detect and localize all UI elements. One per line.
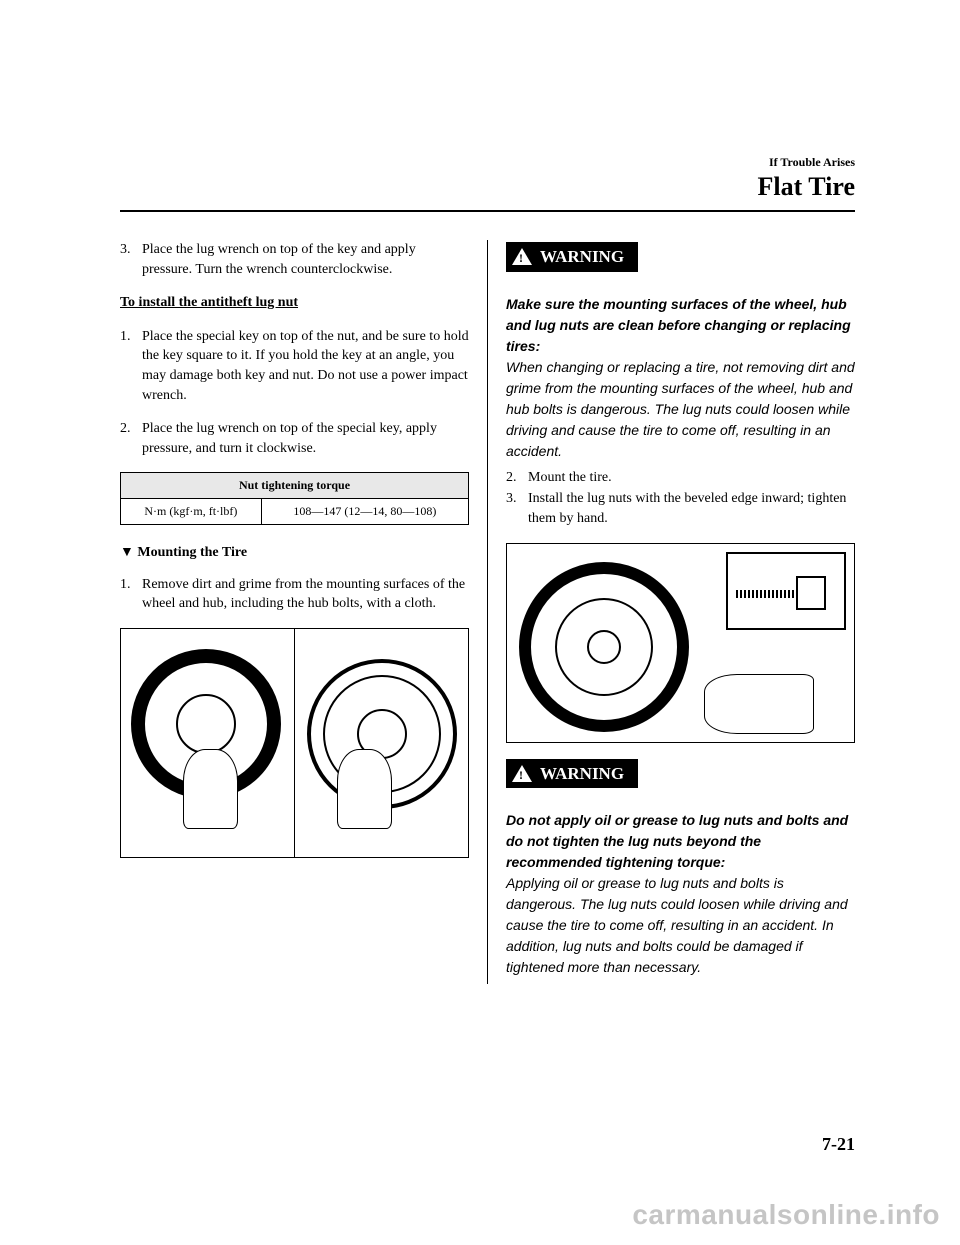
warning-bold-text: Make sure the mounting surfaces of the w… [506,294,855,357]
list-text: Mount the tire. [528,468,855,488]
list-text: Place the lug wrench on top of the speci… [142,419,469,458]
torque-table: Nut tightening torque N·m (kgf·m, ft·lbf… [120,472,469,525]
list-text: Place the special key on top of the nut,… [142,327,469,405]
page-number: 7-21 [822,1134,855,1155]
list-text: Place the lug wrench on top of the key a… [142,240,469,279]
warning-badge: WARNING [506,759,638,789]
torque-value: 108―147 (12―14, 80―108) [261,499,468,525]
list-number: 1. [120,575,142,614]
inset-detail [726,552,846,630]
list-number: 2. [120,419,142,458]
watermark: carmanualsonline.info [632,1199,940,1231]
list-number: 3. [120,240,142,279]
mounting-subhead: Mounting the Tire [120,543,469,563]
install-subhead: To install the antitheft lug nut [120,293,469,313]
warning-bold-text: Do not apply oil or grease to lug nuts a… [506,810,855,873]
warning-badge: WARNING [506,242,638,272]
torque-unit: N·m (kgf·m, ft·lbf) [121,499,262,525]
warning-label: WARNING [540,245,624,269]
list-number: 2. [506,468,528,488]
illustration-clean-hub [120,628,469,858]
list-text: Remove dirt and grime from the mounting … [142,575,469,614]
warning-body-text: Applying oil or grease to lug nuts and b… [506,873,855,978]
warning-icon [512,765,532,782]
torque-header: Nut tightening torque [121,473,469,499]
list-number: 3. [506,489,528,528]
chapter-label: If Trouble Arises [120,155,855,170]
left-column: 3. Place the lug wrench on top of the ke… [120,240,488,984]
illustration-mount-tire [506,543,855,743]
warning-label: WARNING [540,762,624,786]
warning-body-text: When changing or replacing a tire, not r… [506,357,855,462]
list-text: Install the lug nuts with the beveled ed… [528,489,855,528]
warning-icon [512,248,532,265]
section-title: Flat Tire [120,172,855,202]
right-column: WARNING Make sure the mounting surfaces … [488,240,855,984]
list-number: 1. [120,327,142,405]
header-rule [120,210,855,212]
